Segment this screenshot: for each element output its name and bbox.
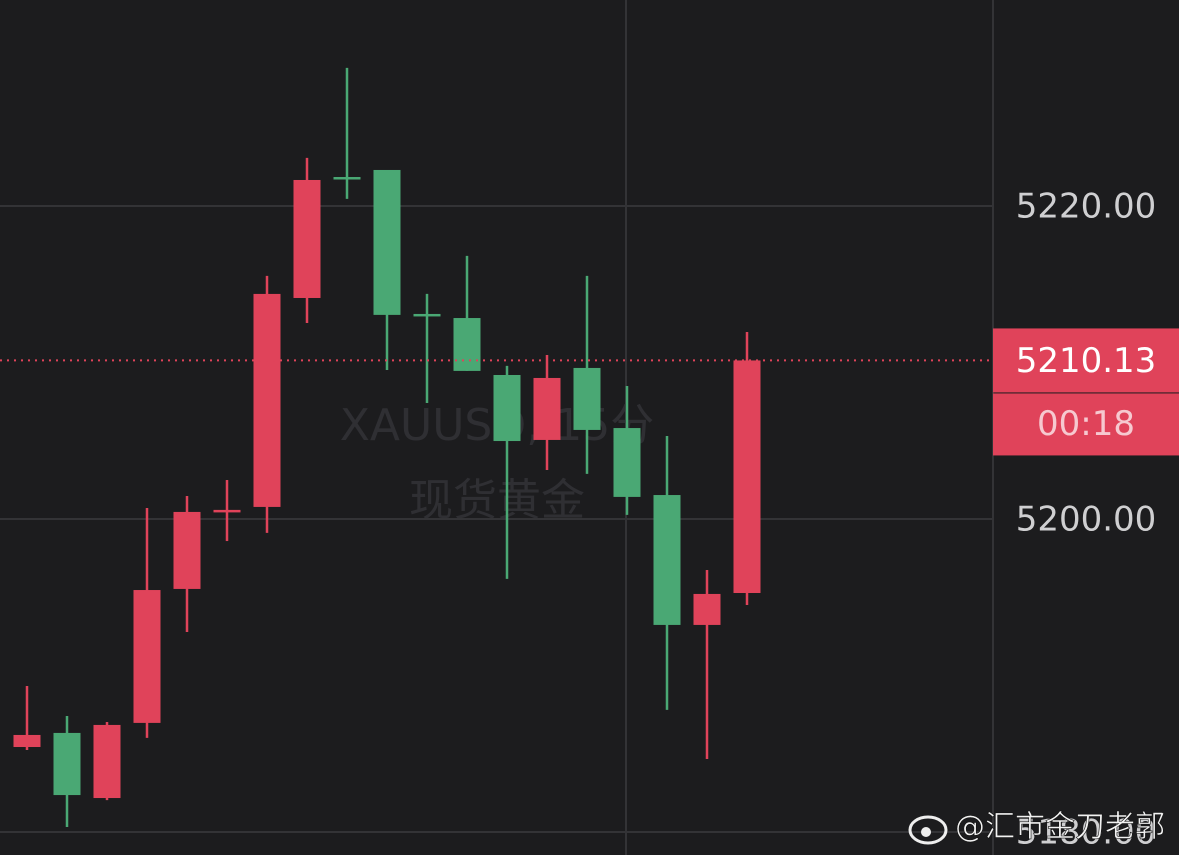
candle-body <box>573 367 601 430</box>
candle-body <box>13 734 41 748</box>
candle-body <box>93 724 121 799</box>
candle-body <box>213 509 241 513</box>
candle-body <box>333 177 361 180</box>
plot <box>0 67 993 833</box>
weibo-icon-eye <box>921 827 931 837</box>
last-price-label: 5210.13 <box>1016 341 1157 381</box>
candle-body <box>533 377 561 440</box>
countdown-box <box>993 393 1179 456</box>
candle-body <box>173 511 201 589</box>
candle-body <box>253 293 281 507</box>
candle-body <box>653 495 681 625</box>
candle-body <box>293 179 321 298</box>
candle-body <box>453 318 481 371</box>
candle-body <box>613 428 641 497</box>
weibo-icon <box>908 815 948 845</box>
price-axis: 5220.00 5200.00 5180.00 5210.13 00:18 <box>993 186 1179 852</box>
candle-body <box>693 593 721 625</box>
candle-body <box>133 590 161 723</box>
y-tick-label: 5200.00 <box>1016 499 1157 539</box>
y-tick-label: 5220.00 <box>1016 186 1157 226</box>
watermark-name: 现货黄金 <box>409 475 585 526</box>
credit-text: @汇市金刀老郭 <box>955 810 1165 845</box>
candle-body <box>373 169 401 315</box>
candle-body <box>493 374 521 442</box>
candle-body <box>53 732 81 796</box>
last-price-box <box>993 328 1179 393</box>
y-tick-label: 5180.00 <box>1016 812 1157 852</box>
countdown-label: 00:18 <box>1037 404 1135 444</box>
candle-body <box>413 313 441 317</box>
credit-watermark: @汇市金刀老郭 <box>908 809 1165 845</box>
candle-body <box>733 360 761 594</box>
